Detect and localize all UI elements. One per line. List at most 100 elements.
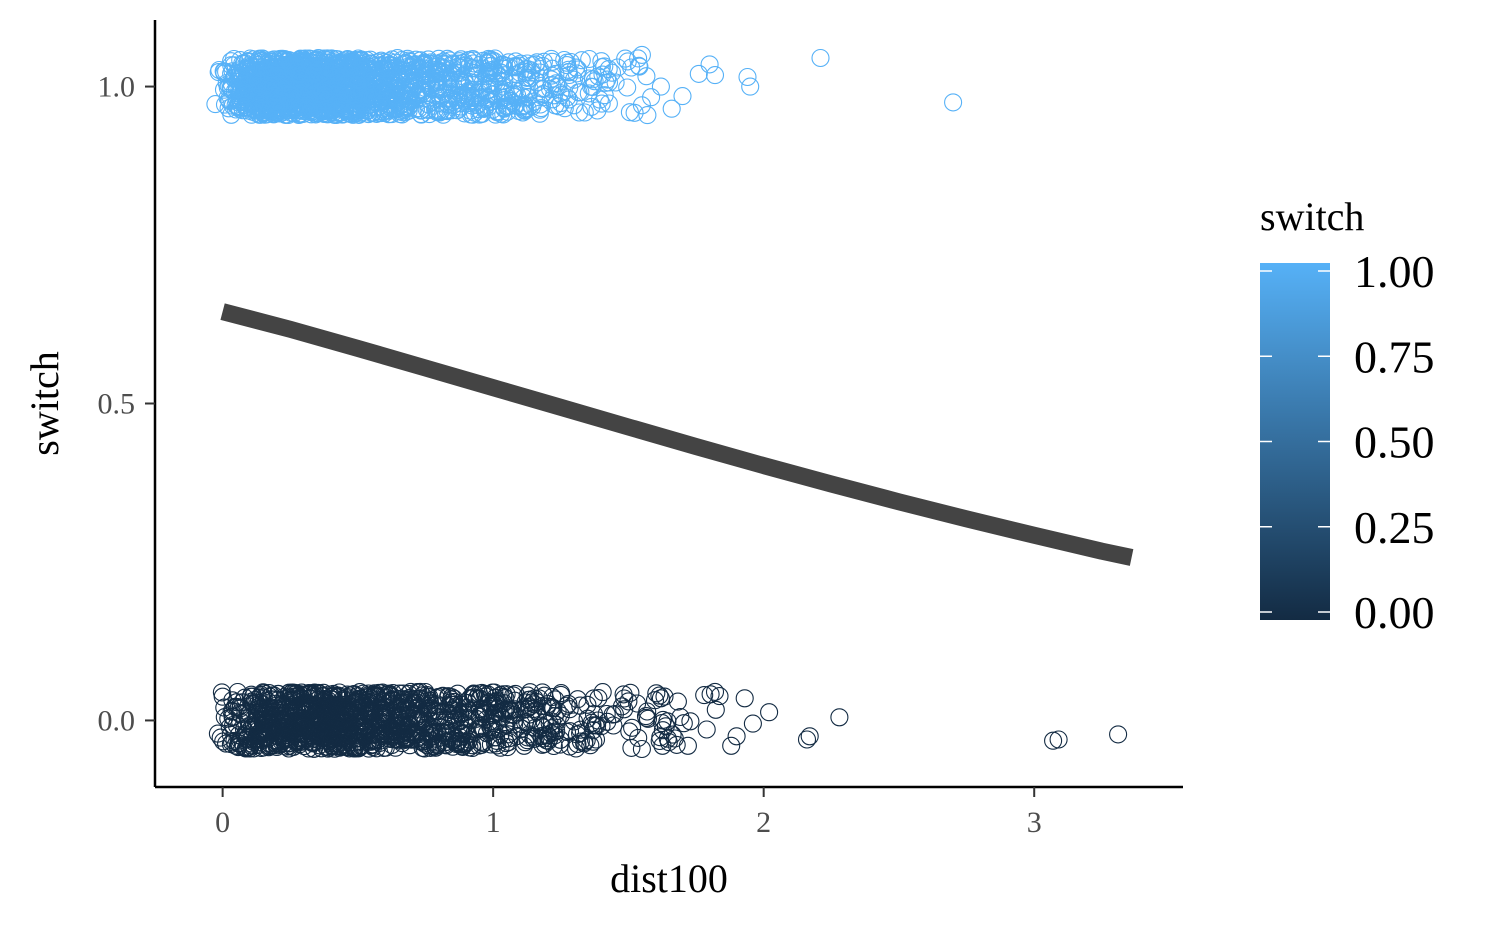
data-point <box>605 705 624 724</box>
data-point <box>800 727 819 746</box>
data-point <box>491 738 510 757</box>
data-point <box>524 729 543 749</box>
data-point <box>577 731 596 750</box>
data-point <box>516 693 535 712</box>
data-point <box>579 84 598 103</box>
data-point <box>735 689 754 708</box>
data-point <box>228 96 248 116</box>
data-point <box>518 728 537 747</box>
data-point <box>342 54 361 73</box>
data-point <box>595 86 614 105</box>
data-point <box>612 697 632 716</box>
data-point <box>420 691 439 710</box>
data-point <box>273 58 292 77</box>
data-point <box>426 64 445 83</box>
data-point <box>239 69 258 88</box>
data-point <box>570 103 589 122</box>
data-point <box>429 49 448 68</box>
data-point <box>653 736 672 755</box>
data-point <box>432 723 451 742</box>
data-point <box>324 701 343 720</box>
data-point <box>439 74 458 93</box>
data-point <box>334 696 353 715</box>
data-point <box>396 96 415 115</box>
data-point <box>345 692 364 711</box>
data-point <box>681 712 700 731</box>
data-point <box>274 710 293 730</box>
data-point <box>274 50 293 69</box>
data-point <box>697 720 716 739</box>
data-point <box>240 716 259 735</box>
data-point <box>628 694 647 713</box>
data-point <box>598 712 617 731</box>
data-point <box>480 51 499 70</box>
data-point <box>213 687 232 706</box>
data-point <box>620 103 639 122</box>
data-point <box>678 736 697 755</box>
data-point <box>398 70 417 89</box>
data-point <box>352 51 371 70</box>
data-point <box>529 689 549 708</box>
data-point <box>448 697 467 716</box>
data-point <box>700 55 719 74</box>
data-point <box>224 49 244 69</box>
data-point <box>651 77 670 96</box>
data-point <box>398 65 418 84</box>
data-point <box>280 683 299 703</box>
data-point <box>572 51 591 70</box>
data-point <box>245 101 264 120</box>
data-point <box>555 50 574 70</box>
data-point <box>632 739 651 759</box>
data-point <box>655 687 674 706</box>
data-point <box>235 87 255 106</box>
data-point <box>944 93 963 112</box>
data-point <box>547 74 566 93</box>
data-point <box>460 738 479 757</box>
data-point <box>663 725 682 744</box>
data-point <box>373 52 392 72</box>
data-point <box>637 67 656 86</box>
data-point <box>426 100 445 119</box>
data-point <box>353 717 372 737</box>
data-point <box>532 86 551 105</box>
data-point <box>407 690 426 709</box>
data-point <box>331 103 350 122</box>
data-point <box>320 102 339 121</box>
data-point <box>637 708 656 727</box>
data-point <box>479 97 498 117</box>
data-point <box>437 72 456 91</box>
data-point <box>397 64 416 83</box>
data-point <box>273 94 293 114</box>
data-point <box>496 700 515 719</box>
data-point <box>448 684 467 703</box>
data-point <box>349 87 368 107</box>
data-point <box>247 695 267 715</box>
data-point <box>484 85 503 104</box>
data-point <box>491 686 510 705</box>
data-point <box>473 80 493 99</box>
data-point <box>705 682 725 701</box>
data-point <box>650 686 669 705</box>
data-point <box>565 712 584 731</box>
data-point <box>233 693 252 712</box>
points-layer <box>206 45 1128 759</box>
data-point <box>568 690 587 709</box>
x-tick-label: 2 <box>756 806 771 839</box>
x-tick-label: 3 <box>1027 806 1042 839</box>
data-point <box>503 705 522 724</box>
data-point <box>486 688 505 707</box>
data-point <box>546 64 565 83</box>
data-point <box>516 733 535 752</box>
data-point <box>422 79 441 98</box>
data-point <box>206 95 225 114</box>
data-point <box>494 84 513 103</box>
data-point <box>560 737 579 756</box>
data-point <box>471 717 490 736</box>
data-point <box>651 728 670 747</box>
data-point <box>224 716 243 735</box>
data-point <box>253 51 272 70</box>
fitted-line <box>220 303 1134 566</box>
data-point <box>543 687 562 707</box>
data-point <box>706 700 725 719</box>
